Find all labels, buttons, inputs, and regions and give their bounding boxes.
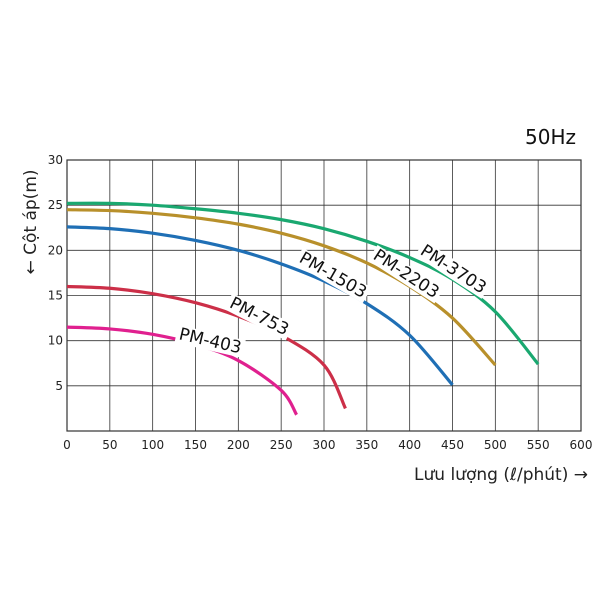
x-tick-label: 0 [63, 438, 71, 452]
x-tick-label: 550 [527, 438, 550, 452]
curve-pm-1503 [66, 225, 454, 386]
grid [66, 159, 582, 432]
curve-label-background [414, 240, 492, 299]
x-tick-label: 100 [141, 438, 164, 452]
x-tick-label: 50 [102, 438, 117, 452]
x-tick-label: 500 [484, 438, 507, 452]
y-tick-label: 25 [48, 198, 63, 212]
y-tick-label: 5 [55, 379, 63, 393]
curve-label-text: PM-1503 [296, 248, 370, 302]
x-tick-label: 450 [441, 438, 464, 452]
x-tick-label: 300 [313, 438, 336, 452]
curve-label-text: PM-403 [177, 324, 243, 358]
y-tick-labels: 5 10 15 20 25 30 [48, 153, 63, 393]
y-tick-label: 15 [48, 289, 63, 303]
x-tick-label: 350 [355, 438, 378, 452]
x-tick-label: 600 [570, 438, 593, 452]
curve-label-background [174, 324, 246, 358]
y-tick-label: 30 [48, 153, 63, 167]
y-tick-label: 20 [48, 243, 63, 257]
curves [66, 201, 540, 416]
y-tick-label: 10 [48, 334, 63, 348]
curve-label-pm-753: PM-753 [224, 293, 294, 341]
x-tick-label: 150 [184, 438, 207, 452]
x-tick-labels: 0 50 100 150 200 250 300 350 400 450 500 550 600 [63, 438, 592, 452]
y-axis-title: ← Cột áp(m) [21, 169, 41, 274]
curve-label-background [293, 247, 372, 304]
curve-pm-753 [66, 284, 347, 410]
frequency-annotation: 50Hz [525, 125, 576, 149]
curve-label-pm-403: PM-403 [174, 324, 246, 358]
curve-label-background [367, 245, 445, 304]
curve-label-background [224, 293, 294, 341]
x-tick-label: 250 [270, 438, 293, 452]
x-tick-label: 400 [398, 438, 421, 452]
x-axis-title: Lưu lượng (ℓ/phút) → [414, 465, 588, 485]
x-tick-label: 200 [227, 438, 250, 452]
